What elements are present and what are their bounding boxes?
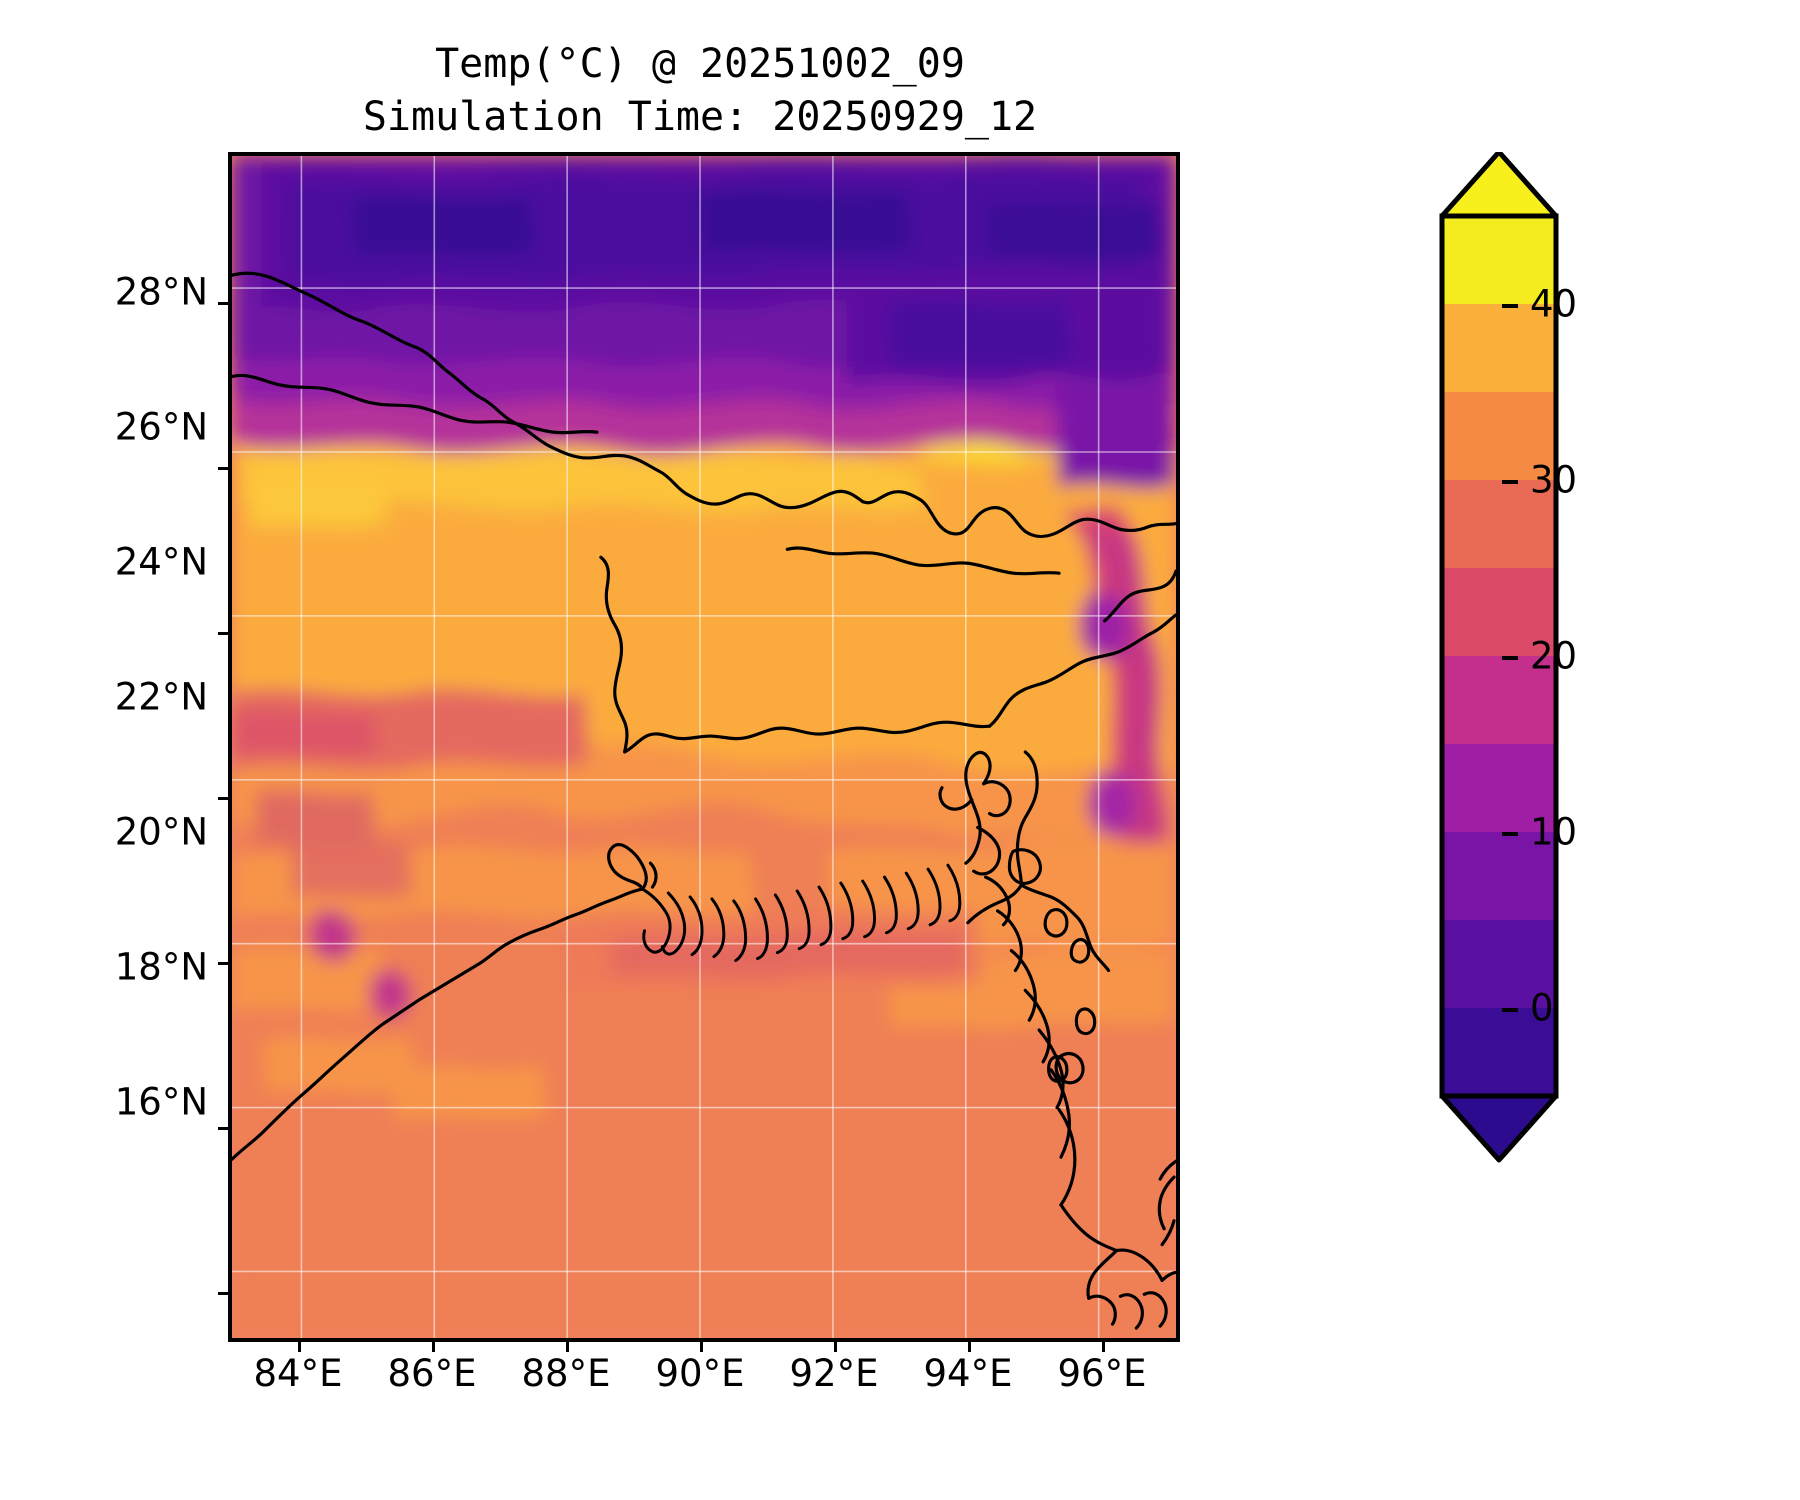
xtick-label-86e: 86°E (387, 1352, 477, 1395)
colorbar-over-arrow (1439, 152, 1559, 219)
xtick-mark (566, 1342, 569, 1352)
xtick-mark (1102, 1342, 1105, 1352)
xtick-mark (834, 1342, 837, 1352)
colorbar-tick-mark (1502, 480, 1518, 484)
xtick-label-88e: 88°E (521, 1352, 611, 1395)
xtick-label-94e: 94°E (923, 1352, 1013, 1395)
temperature-map-axes[interactable] (228, 152, 1180, 1342)
ytick-mark (218, 1127, 228, 1130)
xtick-label-96e: 96°E (1057, 1352, 1147, 1395)
ytick-mark (218, 1292, 228, 1295)
ytick-label-18n: 18°N (114, 945, 208, 989)
colorbar-tick-mark (1502, 1008, 1518, 1012)
title-line-variable: Temp(°C) @ 20251002_09 (435, 41, 965, 87)
chart-title: Temp(°C) @ 20251002_09 Simulation Time: … (0, 38, 1400, 144)
colorbar-tick-mark (1502, 656, 1518, 660)
ytick-mark (218, 302, 228, 305)
colorbar-tick-label-40: 40 (1530, 282, 1578, 326)
ytick-mark (218, 797, 228, 800)
map-gridlines (232, 156, 1176, 1338)
xtick-label-92e: 92°E (789, 1352, 879, 1395)
contour-bands (232, 156, 1176, 1338)
ytick-label-24n: 24°N (114, 540, 208, 584)
colorbar-gradient (1439, 152, 1559, 1163)
colorbar-tick-mark (1502, 304, 1518, 308)
ytick-label-16n: 16°N (114, 1080, 208, 1124)
xtick-mark (432, 1342, 435, 1352)
ytick-label-20n: 20°N (114, 810, 208, 854)
ytick-label-26n: 26°N (114, 405, 208, 449)
ytick-mark (218, 467, 228, 470)
colorbar-tick-label-10: 10 (1530, 810, 1578, 854)
xtick-label-84e: 84°E (253, 1352, 343, 1395)
xtick-mark (968, 1342, 971, 1352)
temperature-contour-field (232, 156, 1176, 1338)
ytick-mark (218, 962, 228, 965)
temperature-colorbar[interactable]: 40 30 20 10 0 (1426, 152, 1656, 1227)
colorbar-tick-label-0: 0 (1530, 986, 1554, 1030)
coastline-borders (232, 271, 1176, 1330)
colorbar-tick-label-30: 30 (1530, 458, 1578, 502)
colorbar-tick-label-20: 20 (1530, 634, 1578, 678)
colorbar-tick-mark (1502, 832, 1518, 836)
xtick-mark (298, 1342, 301, 1352)
ytick-label-22n: 22°N (114, 675, 208, 719)
title-line-simulation-time: Simulation Time: 20250929_12 (362, 94, 1038, 141)
ytick-mark (218, 632, 228, 635)
xtick-mark (700, 1342, 703, 1352)
ytick-label-28n: 28°N (114, 270, 208, 314)
xtick-label-90e: 90°E (655, 1352, 745, 1395)
colorbar-under-arrow (1439, 1093, 1559, 1163)
